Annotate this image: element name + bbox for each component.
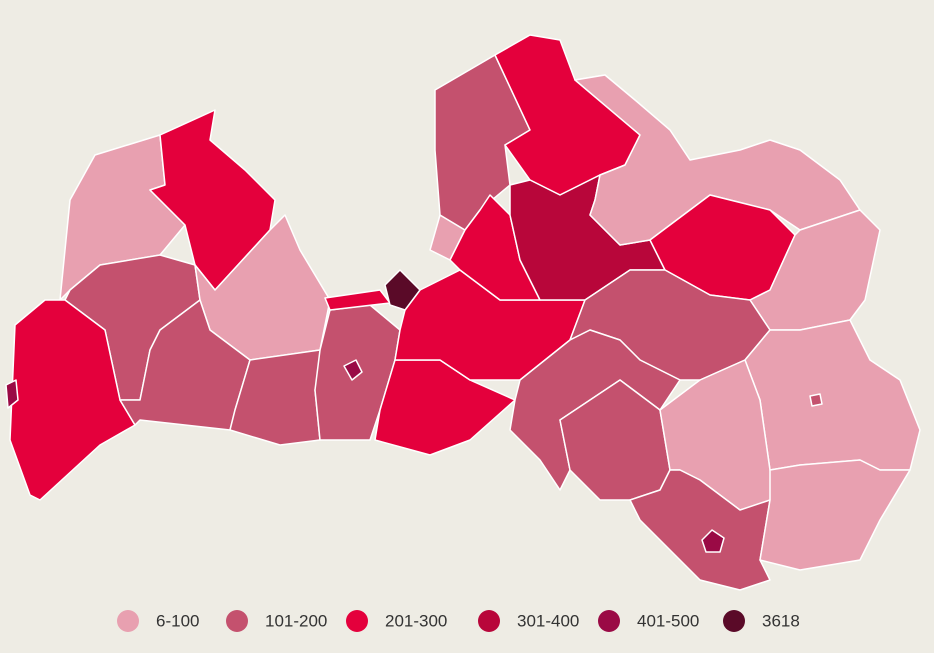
legend-swatch: [117, 610, 139, 632]
legend-swatch: [226, 610, 248, 632]
region: [384, 269, 421, 311]
region: [701, 529, 725, 553]
region: [759, 459, 911, 571]
legend: 6-100 101-200 201-300 301-400 401-500 3618: [117, 610, 800, 632]
legend-swatch: [346, 610, 368, 632]
legend-label: 6-100: [156, 611, 199, 630]
legend-swatch: [723, 610, 745, 632]
legend-label: 3618: [762, 611, 800, 630]
regions: [5, 34, 921, 591]
legend-label: 101-200: [265, 611, 327, 630]
legend-label: 301-400: [517, 611, 579, 630]
legend-swatch: [478, 610, 500, 632]
legend-label: 401-500: [637, 611, 699, 630]
legend-swatch: [598, 610, 620, 632]
region: [809, 393, 823, 407]
region: [5, 379, 19, 409]
region: [343, 359, 363, 381]
region: [574, 74, 861, 246]
legend-label: 201-300: [385, 611, 447, 630]
